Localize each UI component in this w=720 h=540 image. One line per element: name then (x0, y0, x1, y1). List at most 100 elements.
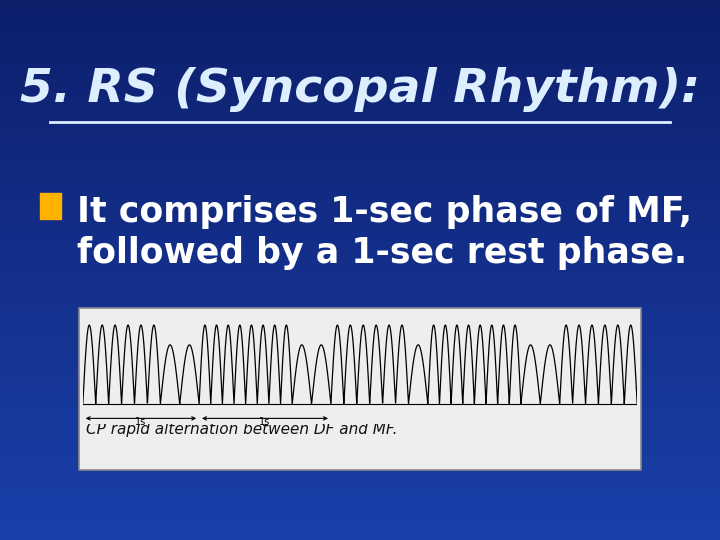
Bar (0, 402, 720, 405)
Bar (0, 367, 720, 370)
Bar (0, 162, 720, 165)
Bar (0, 286, 720, 289)
Bar (0, 359, 720, 362)
Bar (0, 397, 720, 400)
Bar (0, 84, 720, 86)
Bar (0, 297, 720, 300)
Bar (0, 516, 720, 518)
Bar (0, 413, 720, 416)
Bar (0, 526, 720, 529)
Bar (0, 432, 720, 435)
Bar (0, 335, 720, 338)
Bar (0, 472, 720, 475)
Bar (0, 408, 720, 410)
Bar (0, 178, 720, 181)
Bar (0, 378, 720, 381)
Bar (0, 24, 720, 27)
Bar (0, 475, 720, 478)
Bar (0, 246, 720, 248)
Bar (0, 464, 720, 467)
Text: CP rapid alternation between DF and MF.: CP rapid alternation between DF and MF. (86, 422, 398, 437)
Bar (0, 151, 720, 154)
Bar (0, 443, 720, 445)
Bar (0, 437, 720, 440)
Bar (0, 62, 720, 65)
Bar (0, 251, 720, 254)
Bar (0, 470, 720, 472)
Bar (0, 532, 720, 535)
Bar (0, 219, 720, 221)
Bar (0, 502, 720, 505)
Bar (0, 346, 720, 348)
Bar (0, 305, 720, 308)
Bar (0, 186, 720, 189)
Bar (0, 70, 720, 73)
Bar (0, 208, 720, 211)
Bar (0, 221, 720, 224)
Text: It comprises 1-sec phase of MF,: It comprises 1-sec phase of MF, (77, 195, 692, 230)
Bar (0, 194, 720, 197)
Bar (0, 351, 720, 354)
Bar (0, 478, 720, 481)
Bar (0, 446, 720, 448)
Bar (0, 51, 720, 54)
Bar (0, 124, 720, 127)
Bar (0, 22, 720, 24)
Bar (0, 313, 720, 316)
Bar (0, 11, 720, 14)
Bar (0, 35, 720, 38)
Bar (0, 267, 720, 270)
Bar (0, 262, 720, 265)
Bar (0, 14, 720, 16)
Bar (0, 127, 720, 130)
Bar (0, 103, 720, 105)
Bar (0, 3, 720, 5)
Bar (0, 157, 720, 159)
Bar (0, 230, 720, 232)
Text: followed by a 1-sec rest phase.: followed by a 1-sec rest phase. (77, 236, 687, 270)
Bar (0, 354, 720, 356)
Bar (0, 135, 720, 138)
Bar (0, 338, 720, 340)
Bar (0, 373, 720, 375)
Bar (0, 243, 720, 246)
Bar (0, 116, 720, 119)
Bar (0, 238, 720, 240)
Bar (0, 173, 720, 176)
Bar (0, 410, 720, 413)
Bar (0, 467, 720, 470)
Bar (0, 508, 720, 510)
Bar (0, 138, 720, 140)
Bar (0, 265, 720, 267)
Bar (0, 94, 720, 97)
Bar (0, 176, 720, 178)
Bar (0, 113, 720, 116)
Bar (0, 405, 720, 408)
Bar (0, 483, 720, 486)
Bar (0, 375, 720, 378)
Bar (0, 381, 720, 383)
Bar (0, 505, 720, 508)
Bar (0, 321, 720, 324)
Bar (0, 497, 720, 500)
Bar (0, 30, 720, 32)
Bar (0, 329, 720, 332)
Bar (0, 213, 720, 216)
Bar (0, 146, 720, 148)
Bar (0, 27, 720, 30)
Bar (0, 500, 720, 502)
Bar (0, 386, 720, 389)
Bar (0, 256, 720, 259)
Bar (0, 435, 720, 437)
Bar (0, 154, 720, 157)
Bar (0, 529, 720, 532)
Bar (0, 537, 720, 540)
Bar (0, 294, 720, 297)
Bar (0, 143, 720, 146)
Bar (0, 97, 720, 100)
Bar (0, 200, 720, 202)
Bar (0, 170, 720, 173)
Text: 1s: 1s (259, 417, 271, 427)
Bar (0, 494, 720, 497)
Bar (0, 489, 720, 491)
